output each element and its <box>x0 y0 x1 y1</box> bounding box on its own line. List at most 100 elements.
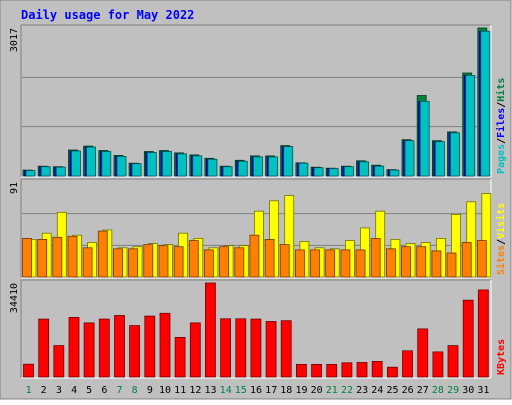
x-tick-label: 21 <box>326 385 338 396</box>
bar-kbytes-day-24 <box>371 360 383 378</box>
bar-kbytes-day-25 <box>386 366 398 378</box>
legend-separator: / <box>496 138 507 144</box>
bar-sites-day-5 <box>82 247 93 278</box>
visits-panel: 91 Sites/Visits <box>9 178 507 279</box>
bar-pages-day-7 <box>116 155 127 177</box>
bar-sites-day-27 <box>416 246 427 278</box>
bar-kbytes-day-21 <box>326 363 338 378</box>
bar-kbytes-day-11 <box>174 336 186 378</box>
bar-pages-day-8 <box>131 163 142 177</box>
y-max-label: 91 <box>9 182 20 194</box>
bar-sites-day-3 <box>52 236 63 278</box>
bar-kbytes-day-9 <box>144 315 156 378</box>
bar-sites-day-28 <box>431 250 442 278</box>
x-tick-label: 20 <box>311 385 323 396</box>
legend: Pages/Files/Hits <box>495 78 507 174</box>
bar-kbytes-day-2 <box>38 318 50 378</box>
x-tick-label: 1 <box>26 385 32 396</box>
bar-pages-day-30 <box>465 75 476 177</box>
bar-kbytes-day-6 <box>98 318 110 378</box>
bar-sites-day-21 <box>325 249 336 278</box>
bar-sites-day-30 <box>461 242 472 278</box>
bar-sites-day-16 <box>249 234 260 278</box>
bar-pages-day-23 <box>359 161 369 177</box>
x-axis-labels: 1 2 3 4 5 6 7 8 9 10 11 12 13 14 15 16 17 18 19 20 21 22 23 24 2… <box>26 385 490 396</box>
bar-kbytes-day-16 <box>250 318 262 378</box>
series-pages <box>25 30 491 177</box>
bar-sites-day-20 <box>310 249 321 278</box>
x-tick-label: 5 <box>86 385 92 396</box>
bar-pages-day-27 <box>419 101 430 177</box>
bar-pages-day-19 <box>298 162 309 177</box>
bar-kbytes-day-23 <box>356 362 368 378</box>
bar-kbytes-day-26 <box>402 350 413 378</box>
x-tick-label: 31 <box>477 385 489 396</box>
x-tick-label: 23 <box>356 385 368 396</box>
x-tick-label: 28 <box>432 385 444 396</box>
legend-item-visits: Visits <box>495 203 507 239</box>
bar-sites-day-1 <box>22 237 32 278</box>
series-sites <box>22 230 487 278</box>
bar-sites-day-10 <box>158 245 169 278</box>
bar-kbytes-day-10 <box>159 312 171 378</box>
bar-kbytes-day-28 <box>432 351 444 378</box>
bar-pages-day-15 <box>237 160 248 177</box>
bar-sites-day-9 <box>143 244 154 278</box>
bar-sites-day-4 <box>67 235 78 278</box>
bar-pages-day-25 <box>389 169 400 177</box>
x-tick-label: 8 <box>132 385 138 396</box>
x-tick-label: 3 <box>56 385 62 396</box>
bar-pages-day-24 <box>374 165 385 177</box>
legend: Sites/Visits <box>495 203 507 275</box>
bar-sites-day-15 <box>234 247 245 278</box>
bar-kbytes-day-27 <box>417 328 429 378</box>
bar-pages-day-11 <box>177 153 188 177</box>
y-max-label: 3017 <box>9 28 20 52</box>
x-tick-label: 26 <box>402 385 414 396</box>
bar-sites-day-13 <box>203 249 214 278</box>
bar-kbytes-day-30 <box>462 299 474 378</box>
x-tick-label: 27 <box>417 385 429 396</box>
bar-pages-day-28 <box>434 141 445 177</box>
bar-kbytes-day-20 <box>311 363 323 378</box>
x-tick-label: 11 <box>174 385 186 396</box>
series-kbytes <box>23 282 489 378</box>
x-tick-label: 25 <box>386 385 398 396</box>
x-tick-label: 2 <box>41 385 47 396</box>
bar-sites-day-17 <box>264 238 275 278</box>
x-tick-label: 15 <box>235 385 247 396</box>
bar-pages-day-31 <box>480 30 491 177</box>
x-tick-label: 19 <box>295 385 307 396</box>
bar-kbytes-day-12 <box>189 322 201 378</box>
x-tick-label: 14 <box>220 385 232 396</box>
bar-pages-day-18 <box>283 146 294 177</box>
legend-separator: / <box>496 102 507 108</box>
bar-sites-day-7 <box>113 248 123 278</box>
bar-pages-day-5 <box>86 146 96 177</box>
bar-sites-day-31 <box>476 240 487 278</box>
bar-sites-day-18 <box>279 244 290 278</box>
bar-sites-day-23 <box>355 249 366 278</box>
bar-kbytes-day-29 <box>447 345 459 378</box>
bar-kbytes-day-3 <box>53 345 65 378</box>
x-tick-label: 6 <box>101 385 107 396</box>
x-tick-label: 12 <box>189 385 201 396</box>
x-tick-label: 18 <box>280 385 292 396</box>
bar-sites-day-2 <box>37 238 48 278</box>
bar-kbytes-day-18 <box>280 320 292 378</box>
legend-item-files: Files <box>495 108 507 138</box>
x-tick-label: 16 <box>250 385 262 396</box>
bar-kbytes-day-17 <box>265 321 277 378</box>
bar-pages-day-9 <box>146 152 157 177</box>
legend-item-pages: Pages <box>496 144 507 174</box>
x-tick-label: 30 <box>462 385 474 396</box>
bar-kbytes-day-15 <box>235 318 247 378</box>
bar-sites-day-25 <box>385 248 396 278</box>
bar-pages-day-12 <box>192 155 203 177</box>
bar-pages-day-26 <box>404 140 415 177</box>
bar-pages-day-6 <box>101 151 112 177</box>
bar-pages-day-29 <box>450 132 460 177</box>
bar-pages-day-22 <box>343 166 354 177</box>
x-tick-label: 10 <box>159 385 171 396</box>
